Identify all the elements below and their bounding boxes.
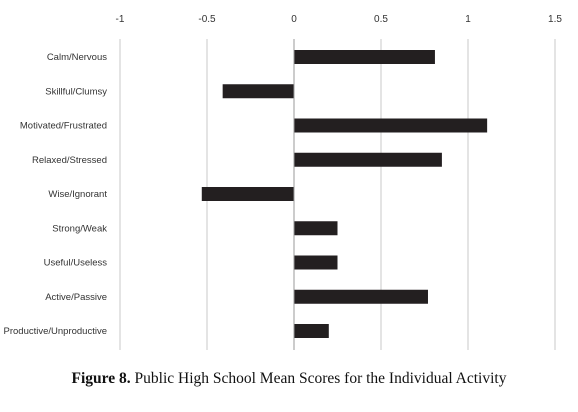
figure-caption: Figure 8. Public High School Mean Scores… [0, 370, 578, 388]
category-label: Productive/Unproductive [4, 326, 108, 337]
bar [294, 221, 338, 236]
bars [201, 50, 488, 338]
grid-lines [119, 39, 556, 350]
bar [294, 50, 435, 64]
bar-chart: -1 -0.5 0 0.5 1 1.5 Calm/Nervous Skillful/Clum… [4, 14, 563, 350]
x-tick-label: 1 [465, 14, 471, 25]
category-label: Motivated/Frustrated [20, 121, 107, 132]
category-label: Active/Passive [45, 292, 107, 303]
x-tick-label: 1.5 [548, 14, 562, 25]
category-label: Relaxed/Stressed [32, 155, 107, 166]
category-label: Skillful/Clumsy [45, 86, 107, 97]
category-labels: Calm/Nervous Skillful/Clumsy Motivated/Fru… [4, 52, 108, 337]
figure-caption-text: Public High School Mean Scores for the I… [130, 370, 507, 387]
bar [294, 324, 329, 338]
figure-label: Figure 8. [71, 370, 131, 387]
bar [294, 255, 338, 270]
bar [294, 152, 442, 167]
x-tick-label: 0.5 [374, 14, 388, 25]
category-label: Wise/Ignorant [48, 189, 107, 200]
x-tick-label: 0 [291, 14, 297, 25]
bar [294, 118, 488, 133]
bar [294, 289, 428, 304]
category-label: Strong/Weak [52, 223, 107, 234]
category-label: Calm/Nervous [47, 52, 107, 63]
x-tick-label: -1 [116, 14, 125, 25]
x-axis-tick-labels: -1 -0.5 0 0.5 1 1.5 [116, 14, 563, 25]
bar [201, 187, 294, 201]
category-label: Useful/Useless [44, 258, 108, 269]
bar [222, 84, 294, 99]
x-tick-label: -0.5 [198, 14, 216, 25]
